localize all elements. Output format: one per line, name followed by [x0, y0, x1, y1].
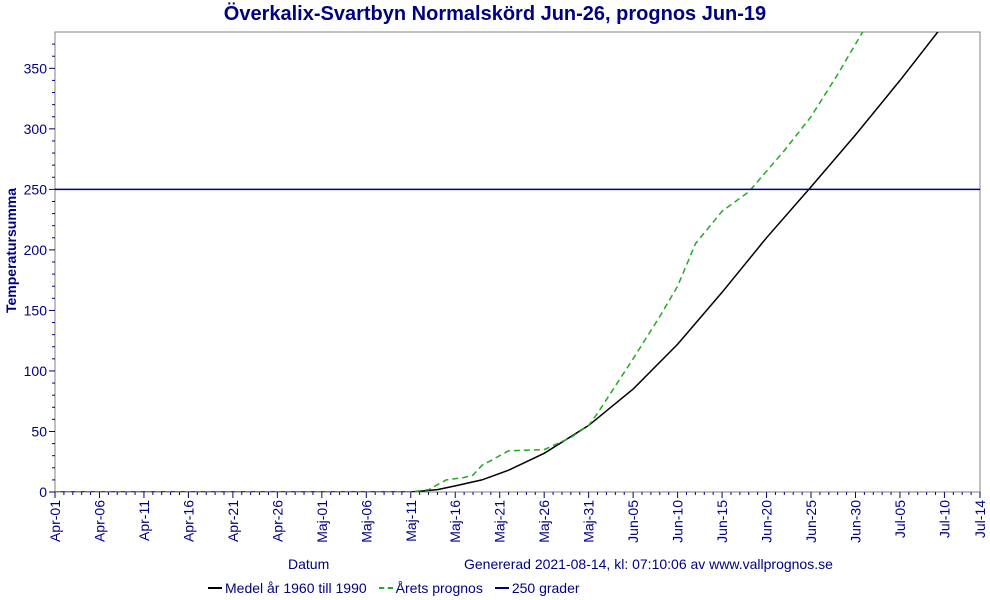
legend-label-medel: Medel år 1960 till 1990: [225, 580, 367, 596]
x-tick-label: Jun-10: [670, 500, 686, 543]
x-tick-label: Maj-26: [536, 500, 552, 543]
x-tick-label: Maj-06: [358, 500, 374, 543]
x-tick-label: Maj-21: [492, 500, 508, 543]
legend-swatch-prognos: [378, 587, 393, 589]
series-line-1: [55, 32, 864, 492]
series-group: [55, 32, 980, 492]
legend-item-prognos: Årets prognos: [378, 580, 483, 596]
x-tick-label: Jul-14: [972, 500, 988, 538]
x-tick-label: Maj-16: [447, 500, 463, 543]
y-tick-label: 250: [24, 181, 48, 197]
x-tick-label: Jun-20: [759, 500, 775, 543]
y-tick-label: 50: [31, 423, 47, 439]
chart-title: Överkalix-Svartbyn Normalskörd Jun-26, p…: [223, 3, 767, 25]
legend-item-medel: Medel år 1960 till 1990: [208, 580, 367, 596]
x-tick-label: Jun-30: [847, 500, 863, 543]
x-tick-label: Apr-01: [47, 500, 63, 542]
x-tick-label: Jun-15: [714, 500, 730, 543]
x-axis-label: Datum: [288, 556, 330, 572]
legend-label-prognos: Årets prognos: [395, 580, 483, 596]
legend-item-250: 250 grader: [494, 580, 580, 596]
x-tick-label: Apr-06: [91, 500, 107, 542]
x-tick-label: Maj-01: [314, 500, 330, 543]
legend: Medel år 1960 till 1990 Årets prognos 25…: [208, 580, 592, 596]
legend-swatch-250: [494, 587, 509, 589]
legend-swatch-medel: [208, 587, 222, 589]
y-tick-label: 200: [24, 242, 48, 258]
x-tick-label: Maj-11: [403, 500, 419, 542]
plot-frame: [54, 31, 981, 493]
x-tick-label: Maj-31: [581, 500, 597, 543]
y-tick-label: 150: [24, 302, 48, 318]
y-tick-label: 300: [24, 121, 48, 137]
series-line-0: [55, 32, 939, 492]
x-tick-label: Apr-16: [180, 500, 196, 542]
x-tick-label: Jun-05: [625, 500, 641, 543]
y-tick-label: 350: [24, 60, 48, 76]
x-tick-label: Jun-25: [803, 500, 819, 543]
x-tick-label: Apr-11: [136, 500, 152, 541]
y-tick-label: 0: [39, 484, 47, 500]
generated-footer: Genererad 2021-08-14, kl: 07:10:06 av ww…: [464, 556, 833, 572]
x-tick-label: Jul-05: [892, 500, 908, 538]
legend-label-250: 250 grader: [511, 580, 580, 596]
y-tick-label: 100: [24, 363, 48, 379]
x-tick-label: Apr-21: [225, 500, 241, 542]
x-tick-label: Apr-26: [269, 500, 285, 542]
x-tick-label: Jul-10: [936, 500, 952, 538]
